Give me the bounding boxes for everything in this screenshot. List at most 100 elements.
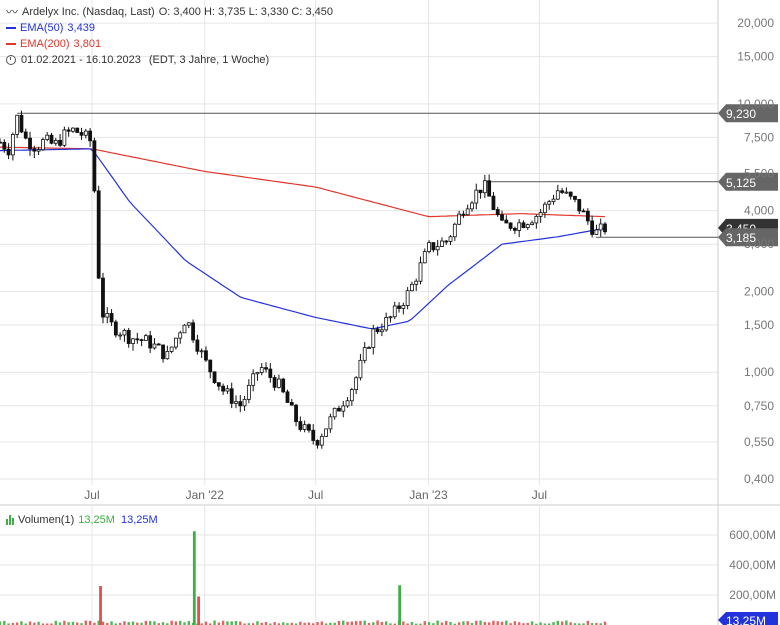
volume-bar [367,622,371,625]
candle-body [538,212,543,217]
volume-bar [380,622,384,625]
volume-bar [539,622,542,625]
volume-bar [432,623,435,625]
volume-bar [410,621,414,625]
candle-body [491,195,496,210]
volume-bar [243,623,246,625]
candle-body [315,440,320,446]
volume-bar [260,622,263,625]
volume-bar [20,621,23,625]
candle-body [255,372,260,375]
volume-bar [586,620,590,625]
time-axis: Jul Jan '22 Jul Jan '23 Jul [84,488,547,502]
candle-body [354,377,359,390]
volume-value-1: 13,25M [78,514,115,526]
volume-spike [398,585,402,625]
volume-bar [88,620,92,625]
volume-bar [209,623,212,625]
volume-bar [487,622,491,625]
candle-body [216,382,221,387]
volume-bar [54,620,57,625]
candle-body [285,391,290,403]
volume-bar [513,621,517,625]
level-tag [718,104,778,123]
candle-body [564,191,569,194]
candle-body [414,280,419,285]
volume-bar [179,620,182,625]
candle-body [568,191,573,197]
volume-bar [97,620,100,625]
volume-bar [419,623,422,625]
volume-bar [342,620,345,625]
volume-bar [3,620,6,625]
candle-body [448,236,453,242]
price-tick-label: 1,000 [744,365,774,379]
volume-bar [376,620,379,625]
price-tick-label: 10,000 [737,97,774,111]
volume-bar [522,623,525,625]
volume-bar [80,623,83,625]
candle-body [23,131,28,139]
candle-body [392,305,397,318]
candle-body [264,367,268,370]
candle-body [504,219,509,224]
candle-body [32,148,37,152]
legend-ema200-row[interactable]: EMA(200) 3,801 [6,36,333,52]
volume-bar [136,622,139,625]
candle-body [551,198,556,203]
volume-bar [174,621,178,625]
volume-bar [453,623,457,625]
candle-body [307,424,311,431]
volume-bar [307,622,311,625]
candle-body [62,129,67,146]
price-tick-label: 4,000 [744,204,774,218]
chart-type-icon[interactable]: 〰 [6,5,19,19]
volume-bar [24,623,27,625]
candle-body [6,148,11,156]
volume-bar [281,622,285,625]
candle-body [268,368,273,378]
volume-bar [496,621,499,625]
candle-body [487,180,492,197]
volume-bar [333,622,336,625]
candle-body [495,209,500,216]
volume-bar [221,620,225,625]
candle-body [281,378,286,393]
price-tick-label: 2,000 [744,284,774,298]
volume-bar [427,622,431,625]
candle-body [234,401,238,404]
candle-body [358,359,363,379]
legend-ema50-row[interactable]: EMA(50) 3,439 [6,20,333,36]
volume-bar [234,621,238,625]
candle-body [508,222,513,229]
volume-bar [565,620,568,625]
candle-body [543,203,547,214]
level-label: 9,230 [726,107,756,121]
volume-bar [63,620,66,625]
candle-body [2,141,7,150]
candle-body [345,400,350,407]
volume-tick-label: 200,00M [729,588,776,602]
volume-value-2: 13,25M [120,514,158,526]
volume-bar [346,621,349,625]
volume-bar [273,622,276,625]
candle-body [410,283,414,292]
volume-bar [230,621,233,625]
volume-bar [0,621,2,625]
volume-bar [543,623,547,625]
candle-body [186,322,191,326]
volume-tick-label: 600,00M [729,528,776,542]
volume-bar [256,621,259,625]
candle-body [470,202,474,210]
volume-bar [226,621,229,625]
candle-body [440,240,444,247]
candle-body [478,189,483,194]
price-tick-label: 0,400 [744,472,774,486]
volume-bar [372,622,375,625]
candle-body [88,130,93,142]
candle-body [118,334,123,337]
candle-body [272,377,277,388]
candle-body [58,139,62,146]
ema50-path [0,148,606,330]
candle-body [10,134,15,156]
